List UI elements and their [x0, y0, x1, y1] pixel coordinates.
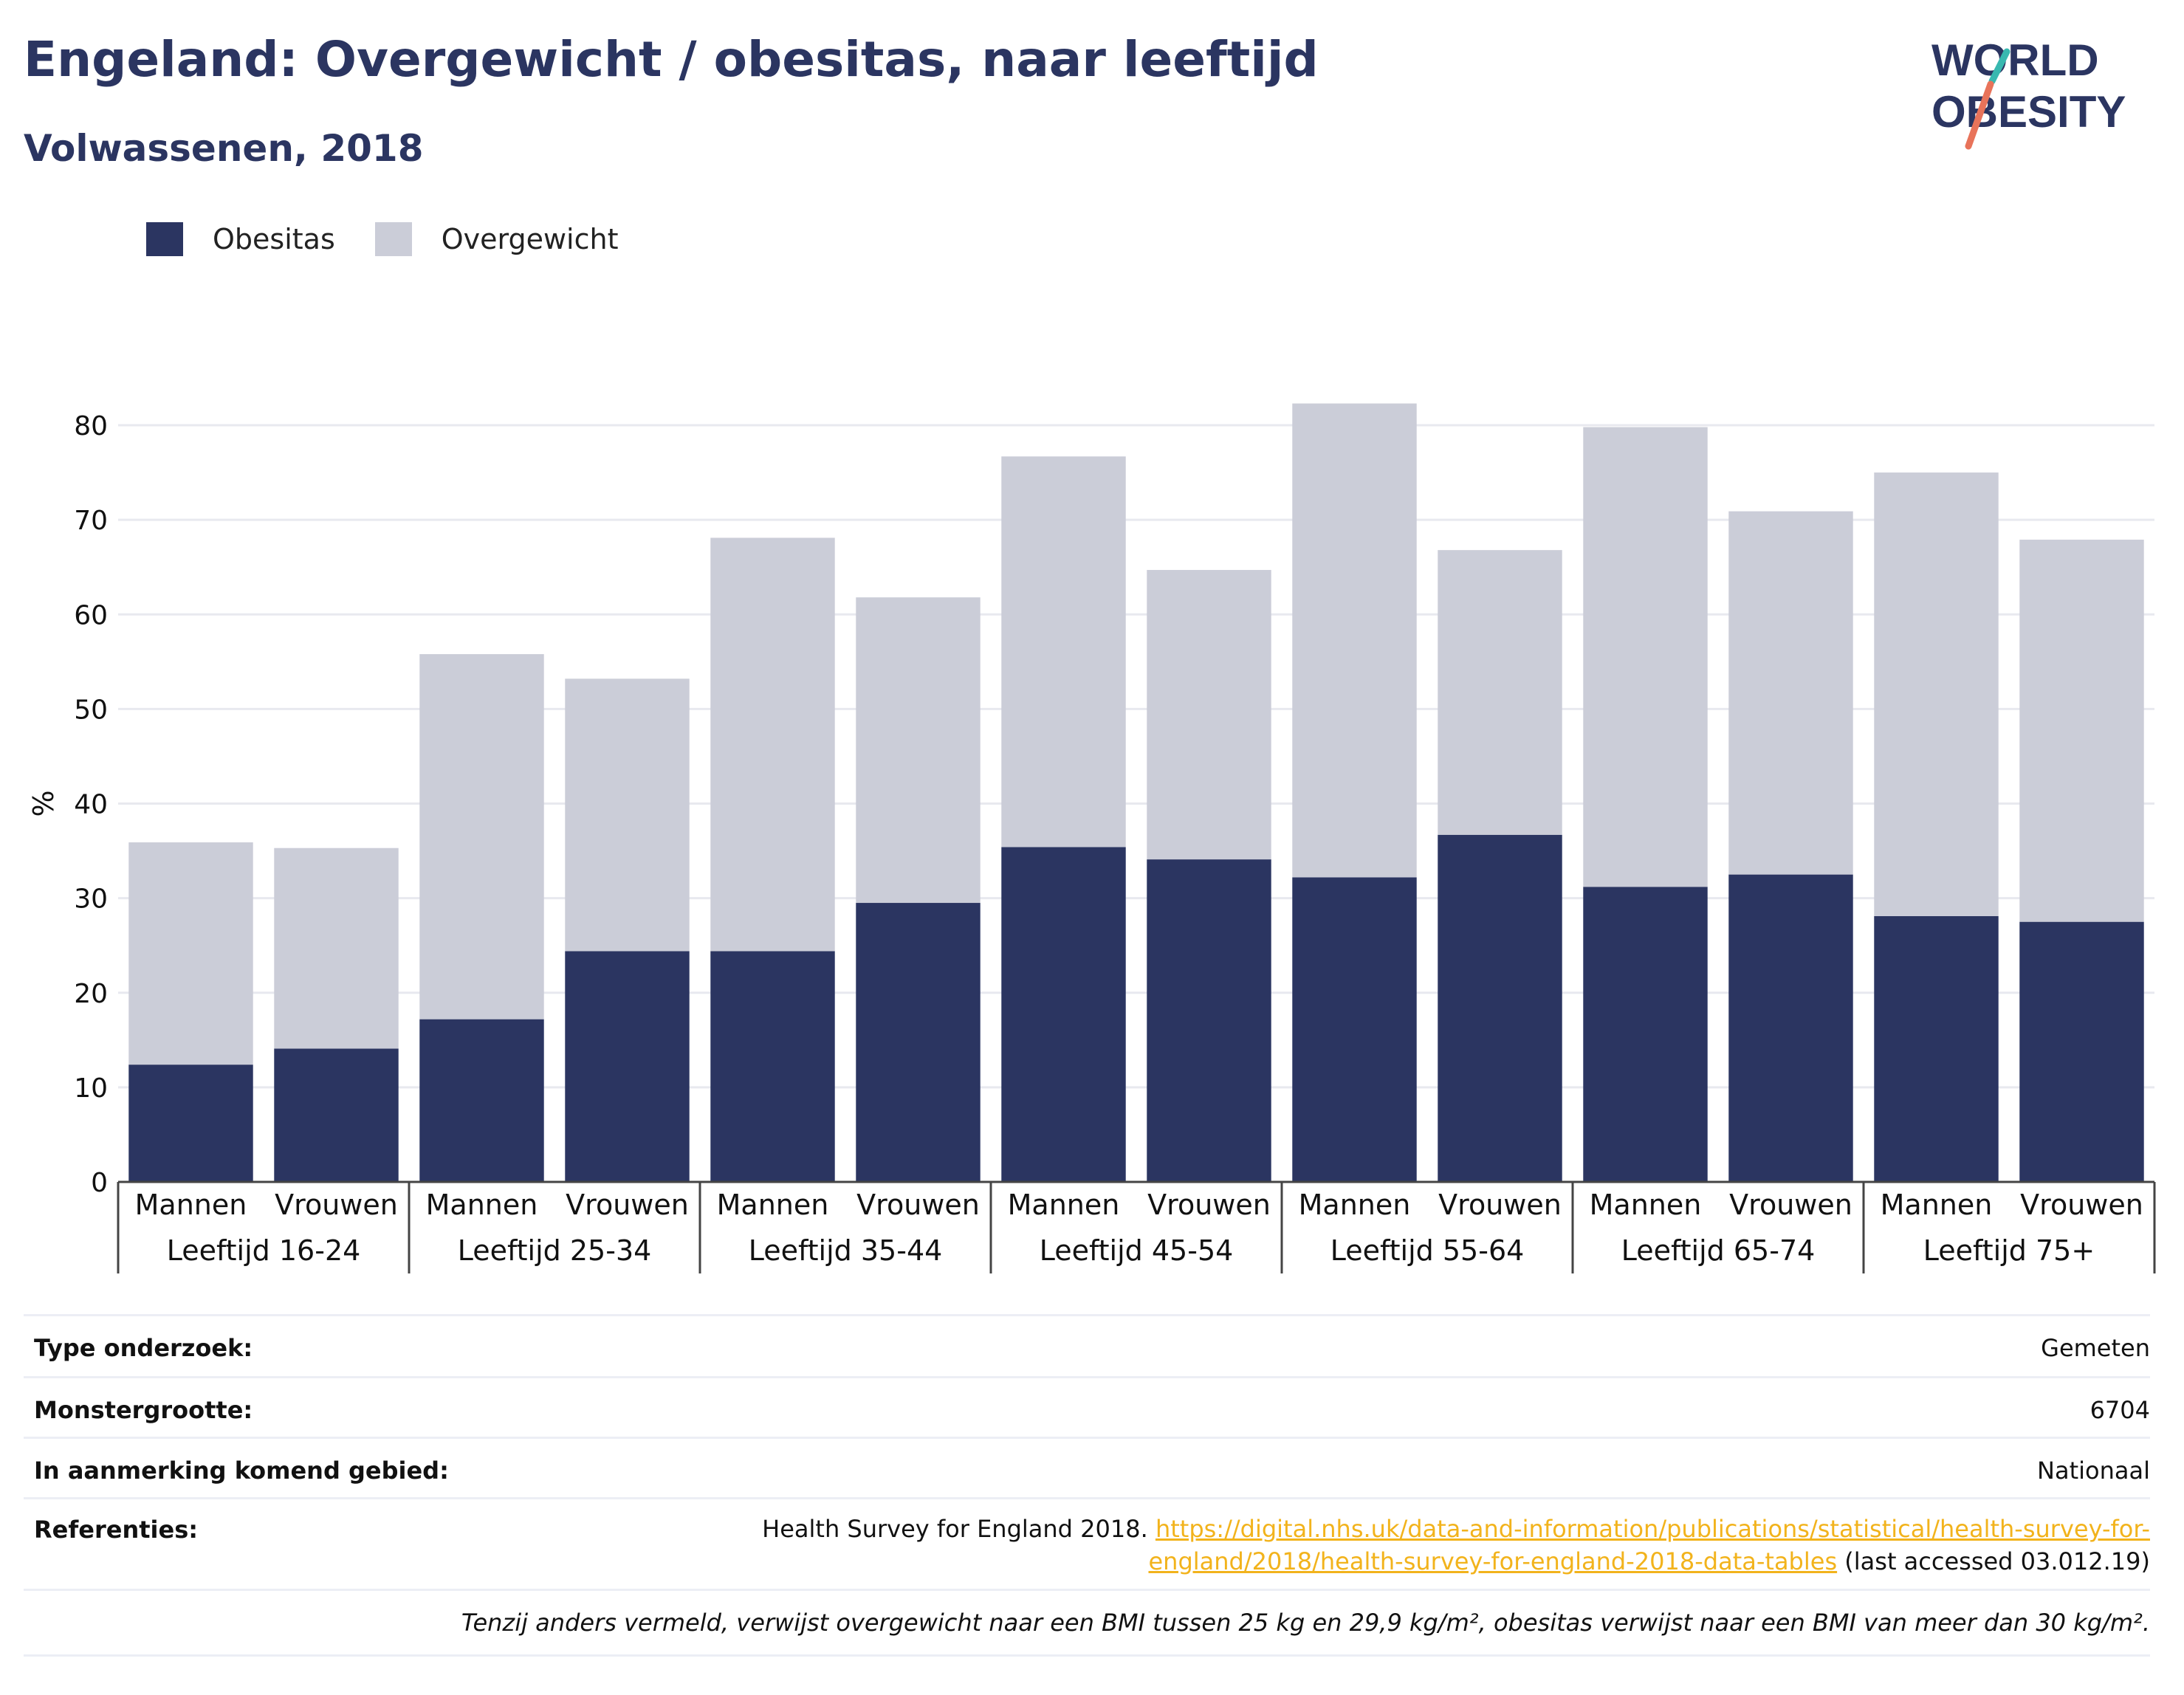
meta-value-references: Health Survey for England 2018. https://…	[747, 1513, 2150, 1578]
x-tick-label-4: Mannen	[717, 1189, 829, 1221]
group-label-4: Leeftijd 55-64	[1330, 1234, 1525, 1267]
x-tick-label-5: Vrouwen	[856, 1189, 980, 1221]
world-obesity-logo: WORLD OBESITY	[1920, 30, 2171, 155]
y-tick-label-70: 70	[74, 506, 108, 536]
x-tick-label-11: Vrouwen	[1729, 1189, 1852, 1221]
x-tick-label-8: Mannen	[1299, 1189, 1411, 1221]
bar-obesitas-12	[1874, 915, 1999, 1182]
legend-item-obesitas: Obesitas	[146, 222, 335, 256]
group-label-6: Leeftijd 75+	[1923, 1234, 2095, 1267]
x-tick-label-2: Mannen	[426, 1189, 538, 1221]
bar-overgewicht-2	[419, 654, 544, 1020]
bar-obesitas-8	[1292, 877, 1417, 1182]
y-tick-label-60: 60	[74, 600, 108, 630]
x-tick-label-13: Vrouwen	[2020, 1189, 2143, 1221]
chart-title: Engeland: Overgewicht / obesitas, naar l…	[24, 31, 1319, 88]
y-tick-label-0: 0	[91, 1168, 108, 1198]
bar-obesitas-9	[1438, 834, 1562, 1182]
x-tick-label-9: Vrouwen	[1438, 1189, 1562, 1221]
legend-swatch-obesitas	[146, 222, 183, 256]
bar-overgewicht-5	[856, 597, 981, 904]
meta-label-survey-type: Type onderzoek:	[34, 1334, 253, 1362]
meta-row-survey-type: Type onderzoek: Gemeten	[24, 1314, 2150, 1378]
chart-subtitle: Volwassenen, 2018	[24, 127, 424, 170]
bar-overgewicht-13	[2019, 540, 2144, 922]
y-axis-label: %	[27, 790, 60, 816]
reference-text: Health Survey for England 2018.	[762, 1515, 1155, 1543]
legend-swatch-overgewicht	[374, 222, 412, 256]
bar-overgewicht-7	[1147, 570, 1271, 860]
bar-overgewicht-11	[1728, 511, 1853, 875]
bar-overgewicht-1	[274, 848, 399, 1049]
bar-overgewicht-4	[710, 537, 835, 952]
bar-obesitas-7	[1147, 859, 1271, 1182]
bar-overgewicht-3	[565, 678, 690, 952]
bar-overgewicht-0	[128, 842, 253, 1065]
bar-overgewicht-12	[1874, 472, 1999, 916]
y-tick-label-40: 40	[74, 790, 108, 820]
group-label-5: Leeftijd 65-74	[1621, 1234, 1816, 1267]
legend-label-obesitas: Obesitas	[213, 223, 335, 255]
x-tick-label-10: Mannen	[1590, 1189, 1702, 1221]
group-label-2: Leeftijd 35-44	[749, 1234, 943, 1267]
x-tick-label-0: Mannen	[135, 1189, 247, 1221]
bar-obesitas-4	[710, 951, 835, 1182]
x-tick-label-12: Mannen	[1881, 1189, 1993, 1221]
bar-obesitas-3	[565, 951, 690, 1182]
bar-obesitas-5	[856, 903, 981, 1182]
meta-value-area: Nationaal	[2037, 1457, 2150, 1485]
bar-overgewicht-6	[1001, 456, 1126, 848]
x-tick-label-1: Vrouwen	[275, 1189, 398, 1221]
x-tick-label-7: Vrouwen	[1147, 1189, 1271, 1221]
group-label-1: Leeftijd 25-34	[458, 1234, 652, 1267]
meta-value-sample-size: 6704	[2089, 1396, 2150, 1424]
meta-row-sample-size: Monstergrootte: 6704	[24, 1376, 2150, 1439]
reference-suffix: (last accessed 03.012.19)	[1837, 1547, 2150, 1575]
y-tick-label-20: 20	[74, 979, 108, 1009]
bar-overgewicht-9	[1438, 550, 1562, 835]
bar-obesitas-1	[274, 1048, 399, 1182]
x-tick-label-6: Mannen	[1008, 1189, 1120, 1221]
legend-item-overgewicht: Overgewicht	[374, 222, 619, 256]
bar-obesitas-11	[1728, 874, 1853, 1182]
bar-obesitas-13	[2019, 921, 2144, 1182]
reference-link[interactable]: https://digital.nhs.uk/data-and-informat…	[1148, 1515, 2150, 1575]
meta-row-references: Referenties: Health Survey for England 2…	[24, 1497, 2150, 1591]
bar-obesitas-10	[1583, 887, 1708, 1182]
y-tick-label-50: 50	[74, 695, 108, 725]
group-label-0: Leeftijd 16-24	[167, 1234, 361, 1267]
y-tick-label-30: 30	[74, 884, 108, 915]
bar-obesitas-6	[1001, 847, 1126, 1182]
bar-overgewicht-10	[1583, 427, 1708, 887]
meta-row-note: Tenzij anders vermeld, verwijst overgewi…	[24, 1589, 2150, 1657]
bar-obesitas-2	[419, 1019, 544, 1182]
y-tick-label-80: 80	[74, 411, 108, 441]
bar-overgewicht-8	[1292, 403, 1417, 878]
definition-note: Tenzij anders vermeld, verwijst overgewi…	[461, 1609, 2150, 1637]
group-label-3: Leeftijd 45-54	[1040, 1234, 1234, 1267]
meta-label-sample-size: Monstergrootte:	[34, 1396, 253, 1424]
y-tick-label-10: 10	[74, 1073, 108, 1104]
meta-label-references: Referenties:	[34, 1516, 199, 1544]
meta-row-area: In aanmerking komend gebied: Nationaal	[24, 1437, 2150, 1499]
legend-label-overgewicht: Overgewicht	[441, 223, 619, 255]
bar-obesitas-0	[128, 1065, 253, 1182]
chart-legend: Obesitas Overgewicht	[146, 219, 659, 260]
stacked-bar-chart: 0 10 20 30 40 50 60 70 80% Mannen Vrouwen Mannen Vro…	[27, 403, 2156, 1273]
x-tick-label-3: Vrouwen	[566, 1189, 689, 1221]
meta-value-survey-type: Gemeten	[2041, 1334, 2150, 1362]
logo-line2: OBESITY	[1931, 87, 2126, 137]
logo-line1: WORLD	[1931, 35, 2099, 85]
meta-label-area: In aanmerking komend gebied:	[34, 1457, 449, 1485]
